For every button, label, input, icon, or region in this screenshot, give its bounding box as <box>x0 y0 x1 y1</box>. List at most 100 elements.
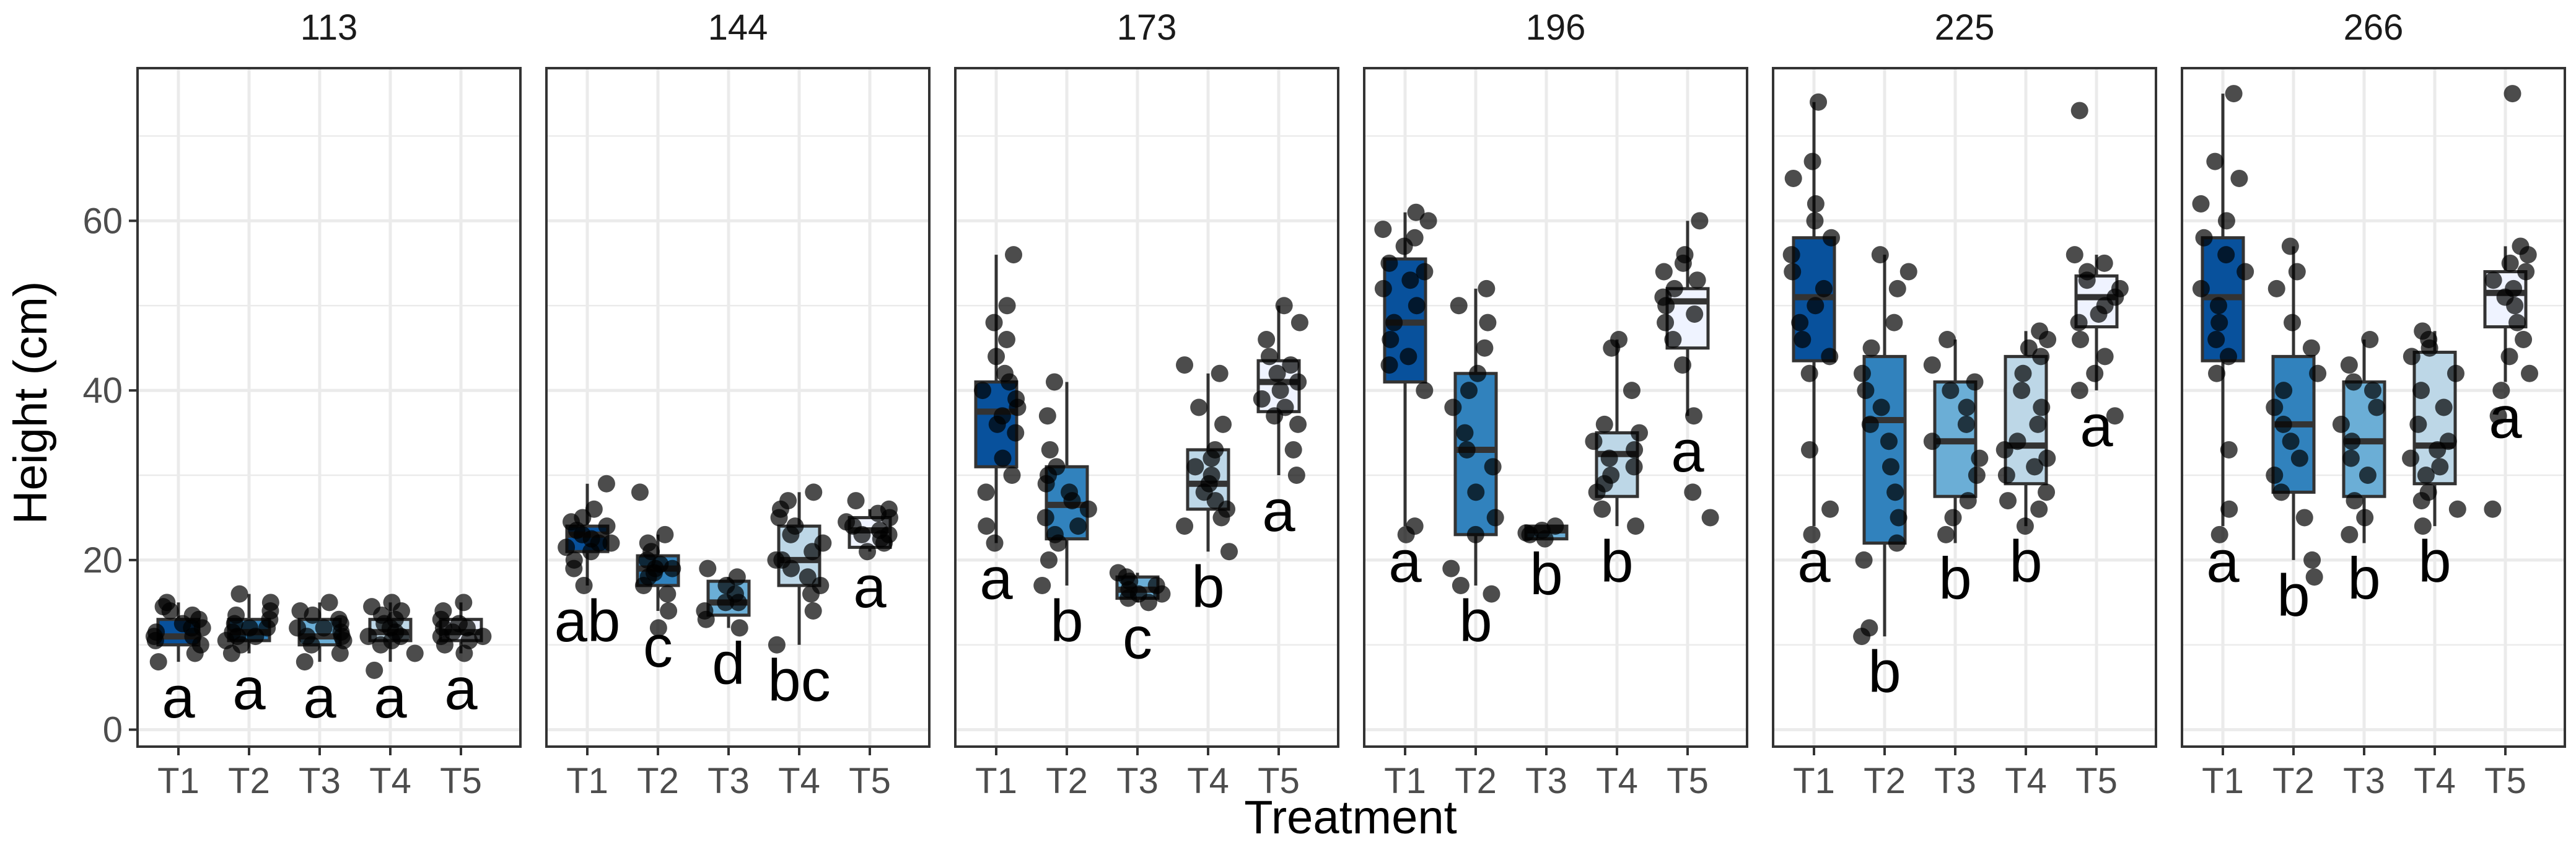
significance-letter: b <box>2418 529 2451 595</box>
data-point <box>2303 551 2321 569</box>
data-point <box>729 594 747 612</box>
data-point <box>406 644 424 662</box>
data-point <box>2409 415 2427 433</box>
data-point <box>2342 449 2360 467</box>
data-point <box>1271 382 1289 400</box>
data-point <box>1585 432 1603 450</box>
data-point <box>230 585 248 603</box>
data-point <box>1958 398 1976 416</box>
data-point <box>2500 348 2518 366</box>
data-point <box>1289 415 1307 433</box>
data-point <box>1791 314 1809 331</box>
data-point <box>330 610 348 628</box>
panel-border <box>1363 67 1748 748</box>
data-point <box>2403 348 2420 366</box>
data-point <box>1385 314 1403 331</box>
significance-letter: a <box>444 656 478 722</box>
data-point <box>1673 356 1691 374</box>
data-point <box>656 525 674 543</box>
x-tick-label: T4 <box>2005 761 2047 801</box>
data-point <box>2210 314 2228 331</box>
facet-label: 266 <box>2344 7 2404 48</box>
facet-label: 196 <box>1526 7 1586 48</box>
data-point <box>1041 441 1059 459</box>
data-point <box>1684 407 1702 425</box>
data-point <box>1486 509 1504 527</box>
data-point <box>1400 348 1417 366</box>
data-point <box>1944 509 1962 527</box>
data-point <box>1407 203 1425 221</box>
x-tick-label: T1 <box>975 761 1017 801</box>
data-point <box>1220 543 1238 561</box>
data-point <box>1627 517 1645 535</box>
data-point <box>1419 212 1437 230</box>
data-point <box>2225 85 2243 103</box>
data-point <box>474 628 492 646</box>
y-tick-label: 60 <box>82 201 123 241</box>
data-point <box>1046 525 1064 543</box>
data-point <box>2343 432 2361 450</box>
data-point <box>1997 467 2015 484</box>
data-point <box>2505 279 2523 297</box>
data-point <box>1061 483 1079 501</box>
data-point <box>2026 458 2044 476</box>
data-point <box>2412 382 2430 400</box>
data-point <box>1899 263 1917 281</box>
data-point <box>1999 492 2017 510</box>
data-point <box>847 492 865 510</box>
significance-letter: b <box>1050 588 1083 654</box>
data-point <box>2492 382 2510 400</box>
data-point <box>1109 564 1127 582</box>
data-point <box>1406 517 1424 535</box>
data-point <box>585 500 603 518</box>
data-point <box>2079 263 2096 281</box>
data-point <box>1996 441 2013 459</box>
data-point <box>1806 212 1824 230</box>
data-point <box>1959 492 1977 510</box>
x-axis-title: Treatment <box>1244 791 1457 844</box>
data-point <box>1803 152 1821 170</box>
data-point <box>2029 415 2047 433</box>
y-axis: 0 20 40 60 <box>82 201 138 750</box>
significance-letter: a <box>374 664 407 731</box>
data-point <box>1005 246 1023 264</box>
significance-letter: b <box>1600 529 1633 595</box>
data-point <box>1815 279 1833 297</box>
data-point <box>2512 237 2530 255</box>
data-point <box>1801 441 1819 459</box>
data-point <box>558 538 576 556</box>
data-point <box>1939 331 1956 348</box>
data-point <box>2033 398 2051 416</box>
x-tick-label: T4 <box>1596 761 1638 801</box>
data-point <box>1886 483 1904 501</box>
data-point <box>2272 483 2290 501</box>
data-point <box>1258 331 1276 348</box>
data-point <box>2447 364 2464 382</box>
data-point <box>1862 339 1880 357</box>
significance-letter: a <box>979 546 1013 612</box>
data-point <box>812 576 830 594</box>
facet-label: 225 <box>1935 7 1995 48</box>
significance-letter: b <box>1459 588 1492 654</box>
data-point <box>1284 441 1302 459</box>
data-point <box>575 576 593 594</box>
data-point <box>2020 339 2038 357</box>
data-point <box>994 449 1012 467</box>
data-point <box>2106 407 2124 425</box>
x-tick-label: T4 <box>2414 761 2456 801</box>
data-point <box>1069 517 1087 535</box>
data-point <box>2402 449 2420 467</box>
data-point <box>2517 263 2535 281</box>
significance-letter: a <box>1671 418 1704 485</box>
data-point <box>659 585 677 603</box>
data-point <box>2419 483 2437 501</box>
significance-letter: ab <box>554 588 621 654</box>
data-point <box>2288 263 2306 281</box>
data-point <box>2281 237 2299 255</box>
panel-border <box>545 67 931 748</box>
data-point <box>1458 441 1476 459</box>
data-point <box>1456 424 1474 442</box>
data-point <box>1701 509 1719 527</box>
data-point <box>2417 467 2435 484</box>
